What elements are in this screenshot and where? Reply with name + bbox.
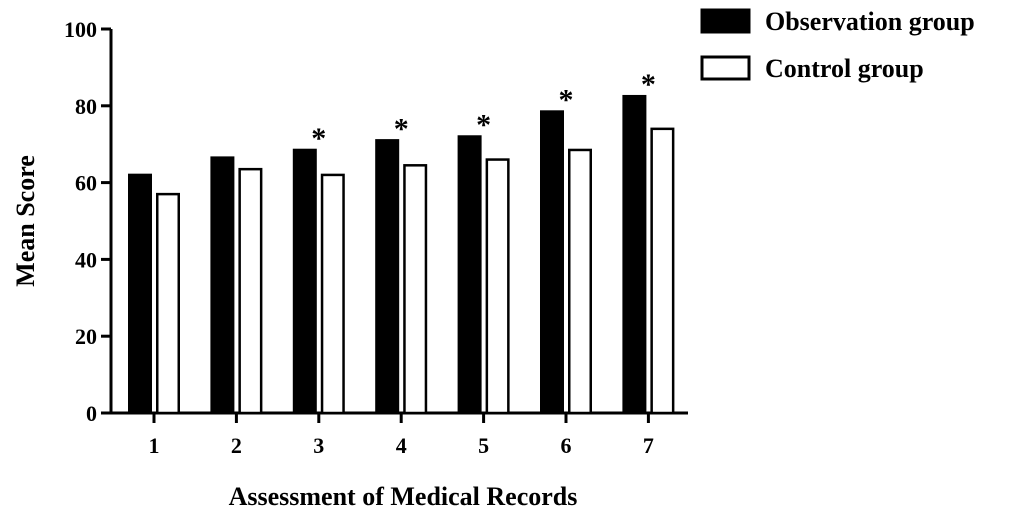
bar-observation-group bbox=[292, 148, 317, 415]
x-tick-label: 3 bbox=[313, 433, 324, 458]
x-tick-label: 4 bbox=[396, 433, 407, 458]
x-tick-label: 5 bbox=[478, 433, 489, 458]
y-tick-label: 80 bbox=[75, 94, 97, 119]
significance-asterisk: * bbox=[641, 68, 656, 101]
bar-observation-group bbox=[457, 135, 482, 415]
bar-observation-group bbox=[375, 139, 400, 415]
legend-label: Observation group bbox=[765, 7, 975, 36]
bar-control-group bbox=[568, 148, 592, 415]
chart-annotations: * * * * * bbox=[311, 68, 656, 155]
legend-swatch bbox=[700, 8, 751, 34]
chart-legend: Observation group Control group bbox=[700, 7, 975, 83]
y-tick-label: 100 bbox=[64, 17, 97, 42]
significance-asterisk: * bbox=[476, 109, 491, 142]
significance-asterisk: * bbox=[559, 84, 574, 117]
x-tick-label: 1 bbox=[149, 433, 160, 458]
bar-control-group bbox=[320, 173, 345, 415]
y-tick-label: 20 bbox=[75, 324, 97, 349]
bar-control-group bbox=[238, 167, 263, 415]
bar-observation-group bbox=[210, 156, 235, 415]
x-axis-title: Assessment of Medical Records bbox=[229, 482, 578, 511]
y-tick-label: 40 bbox=[75, 247, 97, 272]
y-tick-label: 60 bbox=[75, 171, 97, 196]
legend-label: Control group bbox=[765, 54, 924, 83]
bar-observation-group bbox=[128, 173, 152, 415]
significance-asterisk: * bbox=[394, 112, 409, 145]
chart-bars bbox=[128, 94, 675, 415]
x-tick-label: 7 bbox=[643, 433, 654, 458]
legend-swatch bbox=[700, 55, 751, 81]
bar-observation-group bbox=[540, 110, 564, 415]
bar-observation-group bbox=[622, 94, 647, 415]
y-tick-label: 0 bbox=[86, 401, 97, 426]
x-tick-label: 2 bbox=[231, 433, 242, 458]
significance-asterisk: * bbox=[311, 122, 326, 155]
bar-control-group bbox=[650, 127, 675, 415]
x-tick-label: 6 bbox=[561, 433, 572, 458]
y-axis-title: Mean Score bbox=[11, 155, 40, 287]
bar-control-group bbox=[403, 164, 428, 415]
bar-control-group bbox=[485, 158, 510, 415]
chart-axes: 0 20 40 60 80 100 1 2 3 4 5 6 7 bbox=[64, 17, 688, 458]
bar-control-group bbox=[156, 192, 180, 415]
